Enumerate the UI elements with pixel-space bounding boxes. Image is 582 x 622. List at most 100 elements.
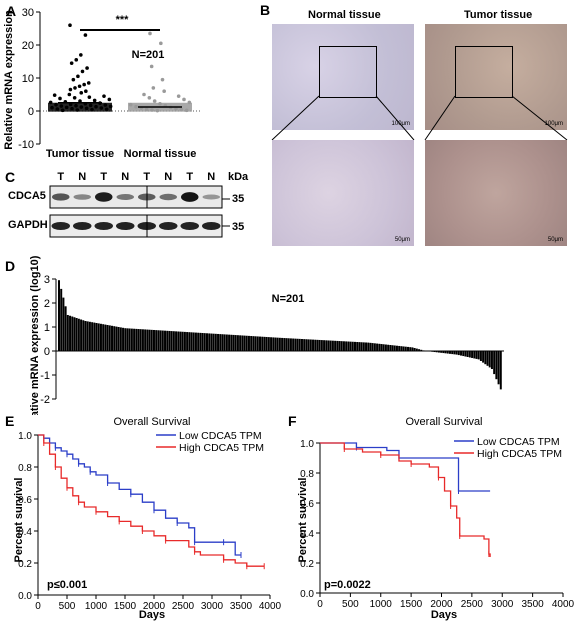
data-point [79, 53, 83, 57]
data-point [152, 99, 157, 103]
expression-bar [380, 344, 383, 351]
expression-bar [97, 323, 100, 351]
expression-bar [130, 328, 133, 351]
data-point [159, 41, 163, 46]
y-tick-label: 0.4 [300, 529, 314, 540]
panel-e-legend: Low CDCA5 TPM High CDCA5 TPM [156, 430, 264, 454]
expression-bar [58, 280, 60, 351]
x-category-label: Normal tissue [124, 148, 197, 160]
cdca5-blot-strip [49, 185, 223, 209]
expression-bar [409, 347, 412, 351]
x-tick-label: 2000 [430, 599, 453, 610]
gapdh-band [159, 222, 178, 230]
y-tick-label: 0.4 [18, 527, 32, 538]
expression-bar [179, 331, 182, 351]
survival-curve [38, 434, 241, 556]
expression-bar [329, 340, 332, 351]
expression-bar [384, 344, 387, 351]
expression-bar [117, 327, 120, 351]
x-tick-label: 500 [59, 601, 76, 612]
expression-bar [111, 325, 114, 351]
expression-bar [254, 336, 257, 351]
expression-bar [265, 336, 268, 351]
gapdh-band [73, 222, 92, 230]
data-point [71, 77, 76, 82]
panel-e-letter: E [5, 413, 14, 429]
expression-bar [236, 335, 239, 351]
panel-b-letter: B [260, 2, 271, 18]
data-point [86, 81, 91, 85]
expression-bar [210, 333, 213, 351]
panel-a-letter: A [6, 3, 16, 19]
data-point [102, 94, 106, 98]
expression-bar [453, 351, 456, 355]
gapdh-marker: 35 [232, 221, 244, 233]
tumor-tissue-overview-image: 100μm [425, 24, 567, 130]
cdca5-band [52, 193, 70, 201]
expression-bar [124, 328, 127, 351]
expression-bar [108, 325, 111, 351]
data-point [52, 93, 57, 97]
gapdh-band [116, 222, 135, 230]
panel-e-ylabel: Percent survival [13, 478, 25, 563]
panel-b-tumor-label: Tumor tissue [464, 9, 533, 21]
expression-bar [334, 340, 337, 351]
lane-label: N [78, 171, 86, 183]
y-tick-label: 2 [44, 298, 50, 310]
expression-bar [464, 351, 467, 357]
expression-bar [194, 332, 197, 351]
zoom-box [319, 46, 377, 98]
x-tick-label: 2000 [143, 601, 166, 612]
expression-bar [345, 341, 348, 351]
expression-bar [212, 333, 215, 351]
expression-bar [303, 339, 306, 351]
expression-bar [371, 343, 374, 351]
expression-bar [314, 339, 317, 351]
expression-bar [141, 329, 144, 351]
expression-bar [285, 338, 288, 351]
lane-label: N [121, 171, 129, 183]
x-tick-label: 4000 [552, 599, 575, 610]
expression-bar [128, 328, 131, 351]
expression-bar [495, 351, 498, 380]
panel-f-legend: Low CDCA5 TPM High CDCA5 TPM [454, 436, 562, 460]
panel-d-ylabel: Relative mRNA expression (log10) [29, 255, 41, 415]
expression-bar [356, 342, 359, 351]
expression-bar [360, 342, 363, 351]
expression-bar [80, 319, 83, 351]
expression-bar [349, 341, 352, 351]
panel-c-letter: C [5, 169, 15, 185]
expression-bar [444, 351, 447, 354]
expression-bar [422, 350, 425, 351]
x-tick-label: 3500 [230, 601, 253, 612]
expression-bar [331, 340, 334, 351]
expression-bar [252, 336, 255, 351]
x-tick-label: 3000 [491, 599, 514, 610]
panel-e-pvalue: p≤0.001 [47, 579, 87, 591]
expression-bar [351, 341, 354, 351]
data-point [87, 95, 92, 99]
data-point [176, 94, 181, 98]
expression-bar [71, 316, 74, 351]
expression-bar [358, 342, 361, 351]
cdca5-band [116, 193, 134, 201]
expression-bar [468, 351, 471, 358]
expression-bar [294, 338, 297, 351]
x-tick-label: 500 [342, 599, 359, 610]
data-point [68, 23, 72, 28]
expression-bar [239, 335, 242, 351]
expression-bar [462, 351, 465, 357]
expression-bar [413, 348, 416, 351]
expression-bar [267, 337, 270, 351]
x-category-label: Tumor tissue [46, 148, 114, 160]
dense-points-band [48, 102, 112, 112]
panel-e-survival-chart: E Overall Survival Percent survival Days… [5, 413, 282, 621]
expression-bar [404, 346, 407, 351]
panel-a-ylabel: Relative mRNA expression [3, 10, 15, 150]
data-point [107, 97, 112, 102]
y-tick-label: -10 [18, 139, 34, 151]
expression-bar [106, 325, 109, 351]
expression-bar [186, 332, 189, 351]
expression-bar [451, 351, 454, 355]
x-tick-label: 1000 [85, 601, 108, 612]
